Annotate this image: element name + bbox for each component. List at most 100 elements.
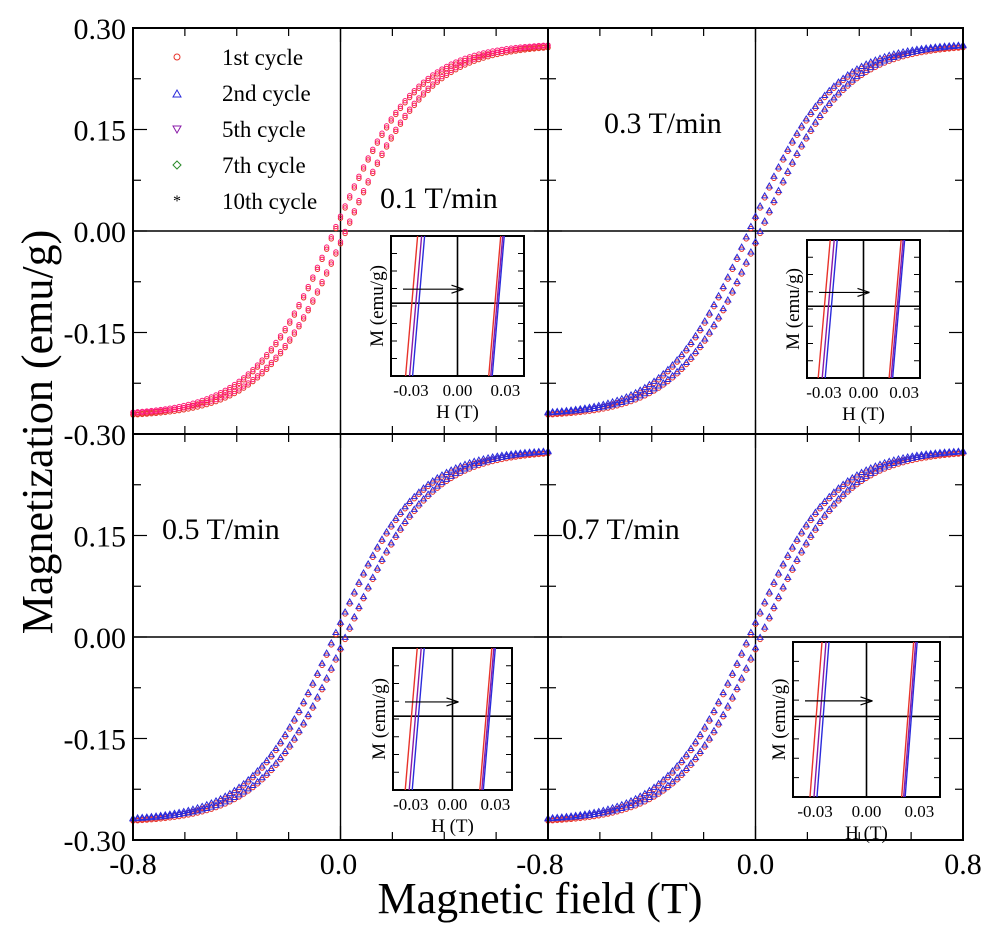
data-point — [820, 497, 829, 504]
inset-branch-left — [411, 647, 425, 791]
data-point — [314, 264, 321, 271]
inset-branch-right — [890, 239, 904, 379]
data-point — [253, 777, 262, 785]
data-point — [268, 346, 275, 352]
data-point — [650, 783, 658, 790]
data-point — [774, 162, 783, 170]
data-point — [830, 488, 838, 495]
inset-x-label: H (T) — [842, 404, 885, 425]
data-point — [830, 82, 838, 89]
data-point — [285, 741, 294, 748]
inset-y-label: M (emu/g) — [783, 268, 804, 350]
data-point — [737, 674, 746, 681]
data-point — [820, 91, 829, 98]
data-point — [608, 803, 617, 811]
data-point — [673, 356, 681, 363]
panel-label: 0.1 T/min — [380, 182, 498, 215]
data-point — [296, 303, 302, 310]
panels-layer: 0.1 T/min-0.03 0.00 0.03H (T)M (emu/g)0.3 … — [129, 28, 967, 844]
data-point — [770, 196, 778, 204]
data-point — [430, 83, 436, 89]
y-axis-label: Magnetization (emu/g) — [13, 230, 62, 634]
data-point — [825, 99, 834, 106]
data-point — [259, 371, 265, 377]
data-point — [585, 809, 594, 816]
data-point — [453, 59, 459, 65]
data-point — [590, 808, 598, 816]
data-point — [876, 460, 884, 467]
data-point — [276, 737, 285, 745]
inset-x-tick-label: 0.00 — [438, 795, 468, 814]
data-point — [733, 683, 741, 691]
data-point — [457, 62, 464, 68]
data-point — [585, 403, 594, 410]
inset-branch-right — [902, 641, 917, 798]
inset-branch-left — [813, 641, 827, 798]
data-point — [466, 54, 473, 60]
data-point — [936, 42, 944, 50]
data-point — [705, 734, 714, 741]
inset-branch-right — [900, 641, 915, 798]
inset-x-tick-label: 0.00 — [849, 383, 879, 402]
data-point — [439, 73, 445, 80]
data-point — [659, 784, 668, 792]
data-point — [430, 72, 436, 78]
data-point — [379, 150, 385, 157]
data-point — [581, 404, 589, 411]
data-point — [742, 258, 751, 265]
data-point — [341, 633, 349, 640]
data-point — [737, 649, 746, 656]
data-point — [760, 191, 769, 199]
data-point — [940, 43, 949, 50]
data-point — [922, 44, 930, 51]
data-point — [208, 394, 215, 400]
data-point — [425, 77, 431, 84]
data-point — [370, 146, 376, 152]
data-point — [705, 309, 714, 316]
data-point — [323, 271, 330, 277]
data-point — [370, 170, 376, 177]
data-point — [199, 397, 205, 404]
data-point — [521, 448, 529, 456]
data-point — [567, 812, 575, 819]
inset-branch-right — [888, 239, 902, 379]
data-point — [931, 449, 940, 456]
data-point — [231, 388, 238, 395]
data-point — [264, 364, 270, 370]
data-point — [908, 46, 917, 53]
data-point — [319, 278, 325, 285]
data-point — [462, 55, 468, 62]
data-point — [654, 382, 663, 389]
data-point — [443, 70, 450, 77]
data-point — [797, 546, 806, 554]
data-point — [323, 244, 330, 250]
data-point — [428, 486, 437, 493]
data-point — [691, 753, 700, 761]
outer-axes-layer: 0.30 0.15 0.00 -0.15 -0.30 0.15 0.00 -0.15 -0.30… — [64, 13, 982, 881]
data-point — [728, 669, 737, 676]
y-tick-label: -0.30 — [64, 825, 127, 858]
data-point — [516, 449, 525, 456]
inset-branch-left — [817, 239, 831, 379]
data-point — [931, 43, 940, 50]
data-point — [710, 726, 718, 734]
data-point — [402, 112, 408, 119]
data-point — [553, 813, 562, 820]
data-point — [415, 499, 423, 507]
data-point — [333, 225, 339, 232]
data-point — [747, 628, 755, 636]
data-point — [378, 535, 386, 542]
data-point — [677, 363, 686, 370]
data-point — [347, 193, 353, 199]
data-point — [388, 134, 394, 140]
data-point — [258, 773, 266, 781]
data-point — [388, 118, 394, 124]
data-point — [562, 813, 571, 821]
data-point — [156, 811, 165, 819]
data-point — [677, 756, 686, 764]
data-point — [521, 449, 529, 457]
data-point — [259, 369, 265, 375]
inset-branch-right — [488, 235, 502, 377]
data-point — [393, 128, 399, 135]
data-point — [936, 448, 944, 456]
